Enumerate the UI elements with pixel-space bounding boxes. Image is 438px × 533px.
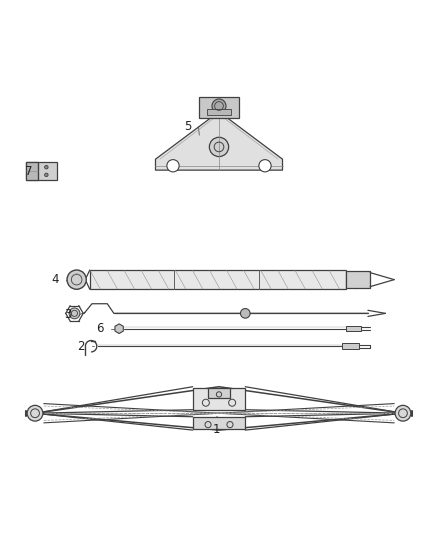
Bar bbox=[26, 162, 57, 180]
Text: 6: 6 bbox=[96, 322, 104, 335]
Text: 1: 1 bbox=[213, 423, 221, 436]
Text: 7: 7 bbox=[25, 165, 32, 177]
Circle shape bbox=[240, 309, 250, 318]
Text: 4: 4 bbox=[51, 273, 59, 286]
Text: 2: 2 bbox=[77, 340, 85, 353]
Bar bbox=[207, 109, 231, 115]
Circle shape bbox=[259, 159, 271, 172]
Bar bbox=[26, 162, 38, 180]
Circle shape bbox=[212, 99, 226, 113]
Circle shape bbox=[167, 159, 179, 172]
Circle shape bbox=[209, 138, 229, 157]
Circle shape bbox=[67, 270, 86, 289]
Polygon shape bbox=[155, 118, 283, 170]
Bar bbox=[342, 343, 359, 349]
Bar bbox=[208, 388, 230, 398]
Bar bbox=[199, 96, 239, 118]
Circle shape bbox=[69, 308, 80, 319]
Bar bbox=[90, 270, 346, 289]
Bar bbox=[193, 388, 245, 410]
Text: 3: 3 bbox=[64, 308, 71, 321]
Circle shape bbox=[395, 405, 411, 421]
Circle shape bbox=[45, 165, 48, 169]
Text: 5: 5 bbox=[184, 120, 191, 133]
Bar bbox=[193, 417, 245, 429]
Bar bbox=[346, 326, 361, 332]
Polygon shape bbox=[115, 324, 124, 334]
Circle shape bbox=[45, 173, 48, 176]
Circle shape bbox=[27, 405, 43, 421]
Bar bbox=[346, 271, 370, 288]
